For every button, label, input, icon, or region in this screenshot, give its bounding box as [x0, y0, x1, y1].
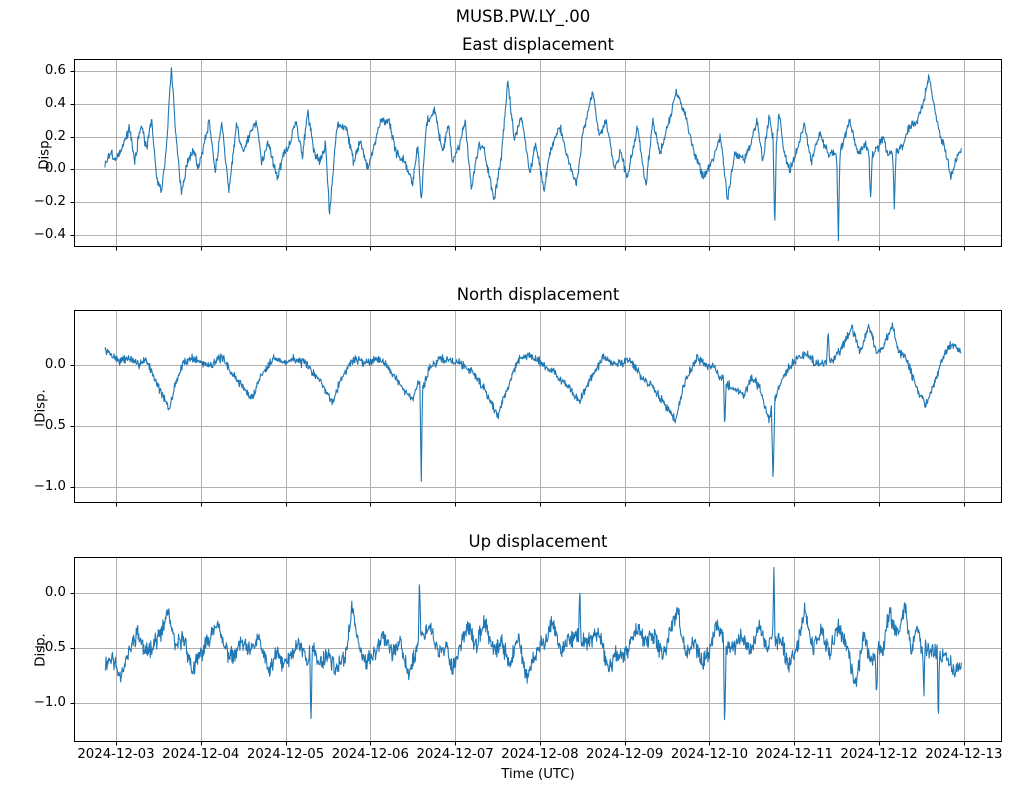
y-tick-label: −0.5 — [33, 639, 66, 655]
y-tick-label: −0.4 — [33, 227, 66, 243]
x-tick-label: 2024-12-04 — [162, 747, 240, 762]
x-tick-label: 2024-12-07 — [416, 747, 494, 762]
y-tick-label: −1.0 — [33, 479, 66, 495]
data-line-east — [104, 67, 962, 242]
x-tick-label: 2024-12-06 — [331, 747, 409, 762]
x-tick-label: 2024-12-12 — [840, 747, 918, 762]
axes-frame — [74, 59, 1002, 247]
y-tick-label: 0.6 — [44, 62, 66, 78]
tick-marks — [70, 365, 965, 507]
gridlines — [74, 59, 1002, 247]
plot-area-north — [70, 310, 1002, 507]
plot-area-east — [70, 59, 1002, 251]
y-tick-label: 0.4 — [44, 95, 66, 111]
y-tick-label: −0.2 — [33, 194, 66, 210]
subplot-title-east: East displacement — [461, 35, 615, 54]
y-tick-label: 0.2 — [44, 128, 66, 144]
x-tick-label: 2024-12-08 — [501, 747, 579, 762]
x-axis-label: Time (UTC) — [501, 767, 575, 782]
x-tick-label: 2024-12-09 — [586, 747, 664, 762]
tick-marks — [70, 593, 965, 746]
x-tick-labels: 2024-12-03 2024-12-04 2024-12-05 2024-12-06… — [0, 747, 1012, 764]
x-tick-label: 2024-12-13 — [925, 747, 1003, 762]
y-tick-label: 0.0 — [44, 161, 66, 177]
plot-area-up — [70, 557, 1002, 746]
y-tick-label: −0.5 — [33, 418, 66, 434]
y-tick-labels-up: 0.0 −0.5 −1.0 — [0, 557, 66, 742]
x-tick-label: 2024-12-10 — [670, 747, 749, 762]
subplot-title-north: North displacement — [456, 285, 620, 304]
y-tick-label: 0.0 — [44, 356, 66, 372]
y-tick-labels-north: 0.0 −0.5 −1.0 — [0, 310, 66, 503]
data-line-north — [104, 322, 962, 482]
x-tick-label: 2024-12-11 — [755, 747, 833, 762]
subplot-title-up: Up displacement — [468, 532, 608, 551]
gridlines — [74, 310, 1002, 503]
axes-frame — [74, 310, 1002, 503]
y-tick-label: 0.0 — [44, 585, 66, 601]
tick-marks — [70, 71, 965, 251]
figure-title: MUSB.PW.LY_.00 — [455, 7, 591, 26]
x-tick-label: 2024-12-05 — [246, 747, 325, 762]
y-tick-labels-east: 0.6 0.4 0.2 0.0 −0.2 −0.4 — [0, 59, 66, 247]
data-line-up — [104, 567, 962, 721]
x-tick-label: 2024-12-03 — [77, 747, 155, 762]
axes-frame — [74, 557, 1002, 742]
y-tick-label: −1.0 — [33, 694, 66, 710]
